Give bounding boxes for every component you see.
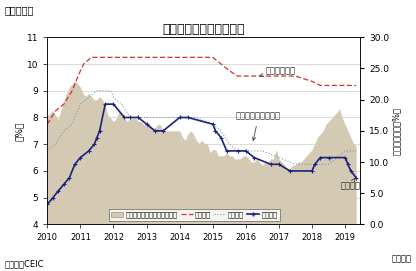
Text: 預金金利（一年物）: 預金金利（一年物） [236,112,281,141]
Y-axis label: （前年同月比、%）: （前年同月比、%） [392,107,401,155]
Y-axis label: （%）: （%） [15,121,24,141]
Legend: 商業銀行の貸出残高（右軸）, 貸出金利, 預金金利, 政策金利: 商業銀行の貸出残高（右軸）, 貸出金利, 預金金利, 政策金利 [109,209,280,221]
Text: 政策金利: 政策金利 [340,178,360,190]
Text: （図表６）: （図表６） [4,5,34,15]
Text: 貸出基準金利: 貸出基準金利 [260,66,296,77]
Text: （月次）: （月次） [392,254,412,263]
Text: （資料）CEIC: （資料）CEIC [4,259,44,268]
Title: インドの貸出残高と金利: インドの貸出残高と金利 [162,23,245,36]
